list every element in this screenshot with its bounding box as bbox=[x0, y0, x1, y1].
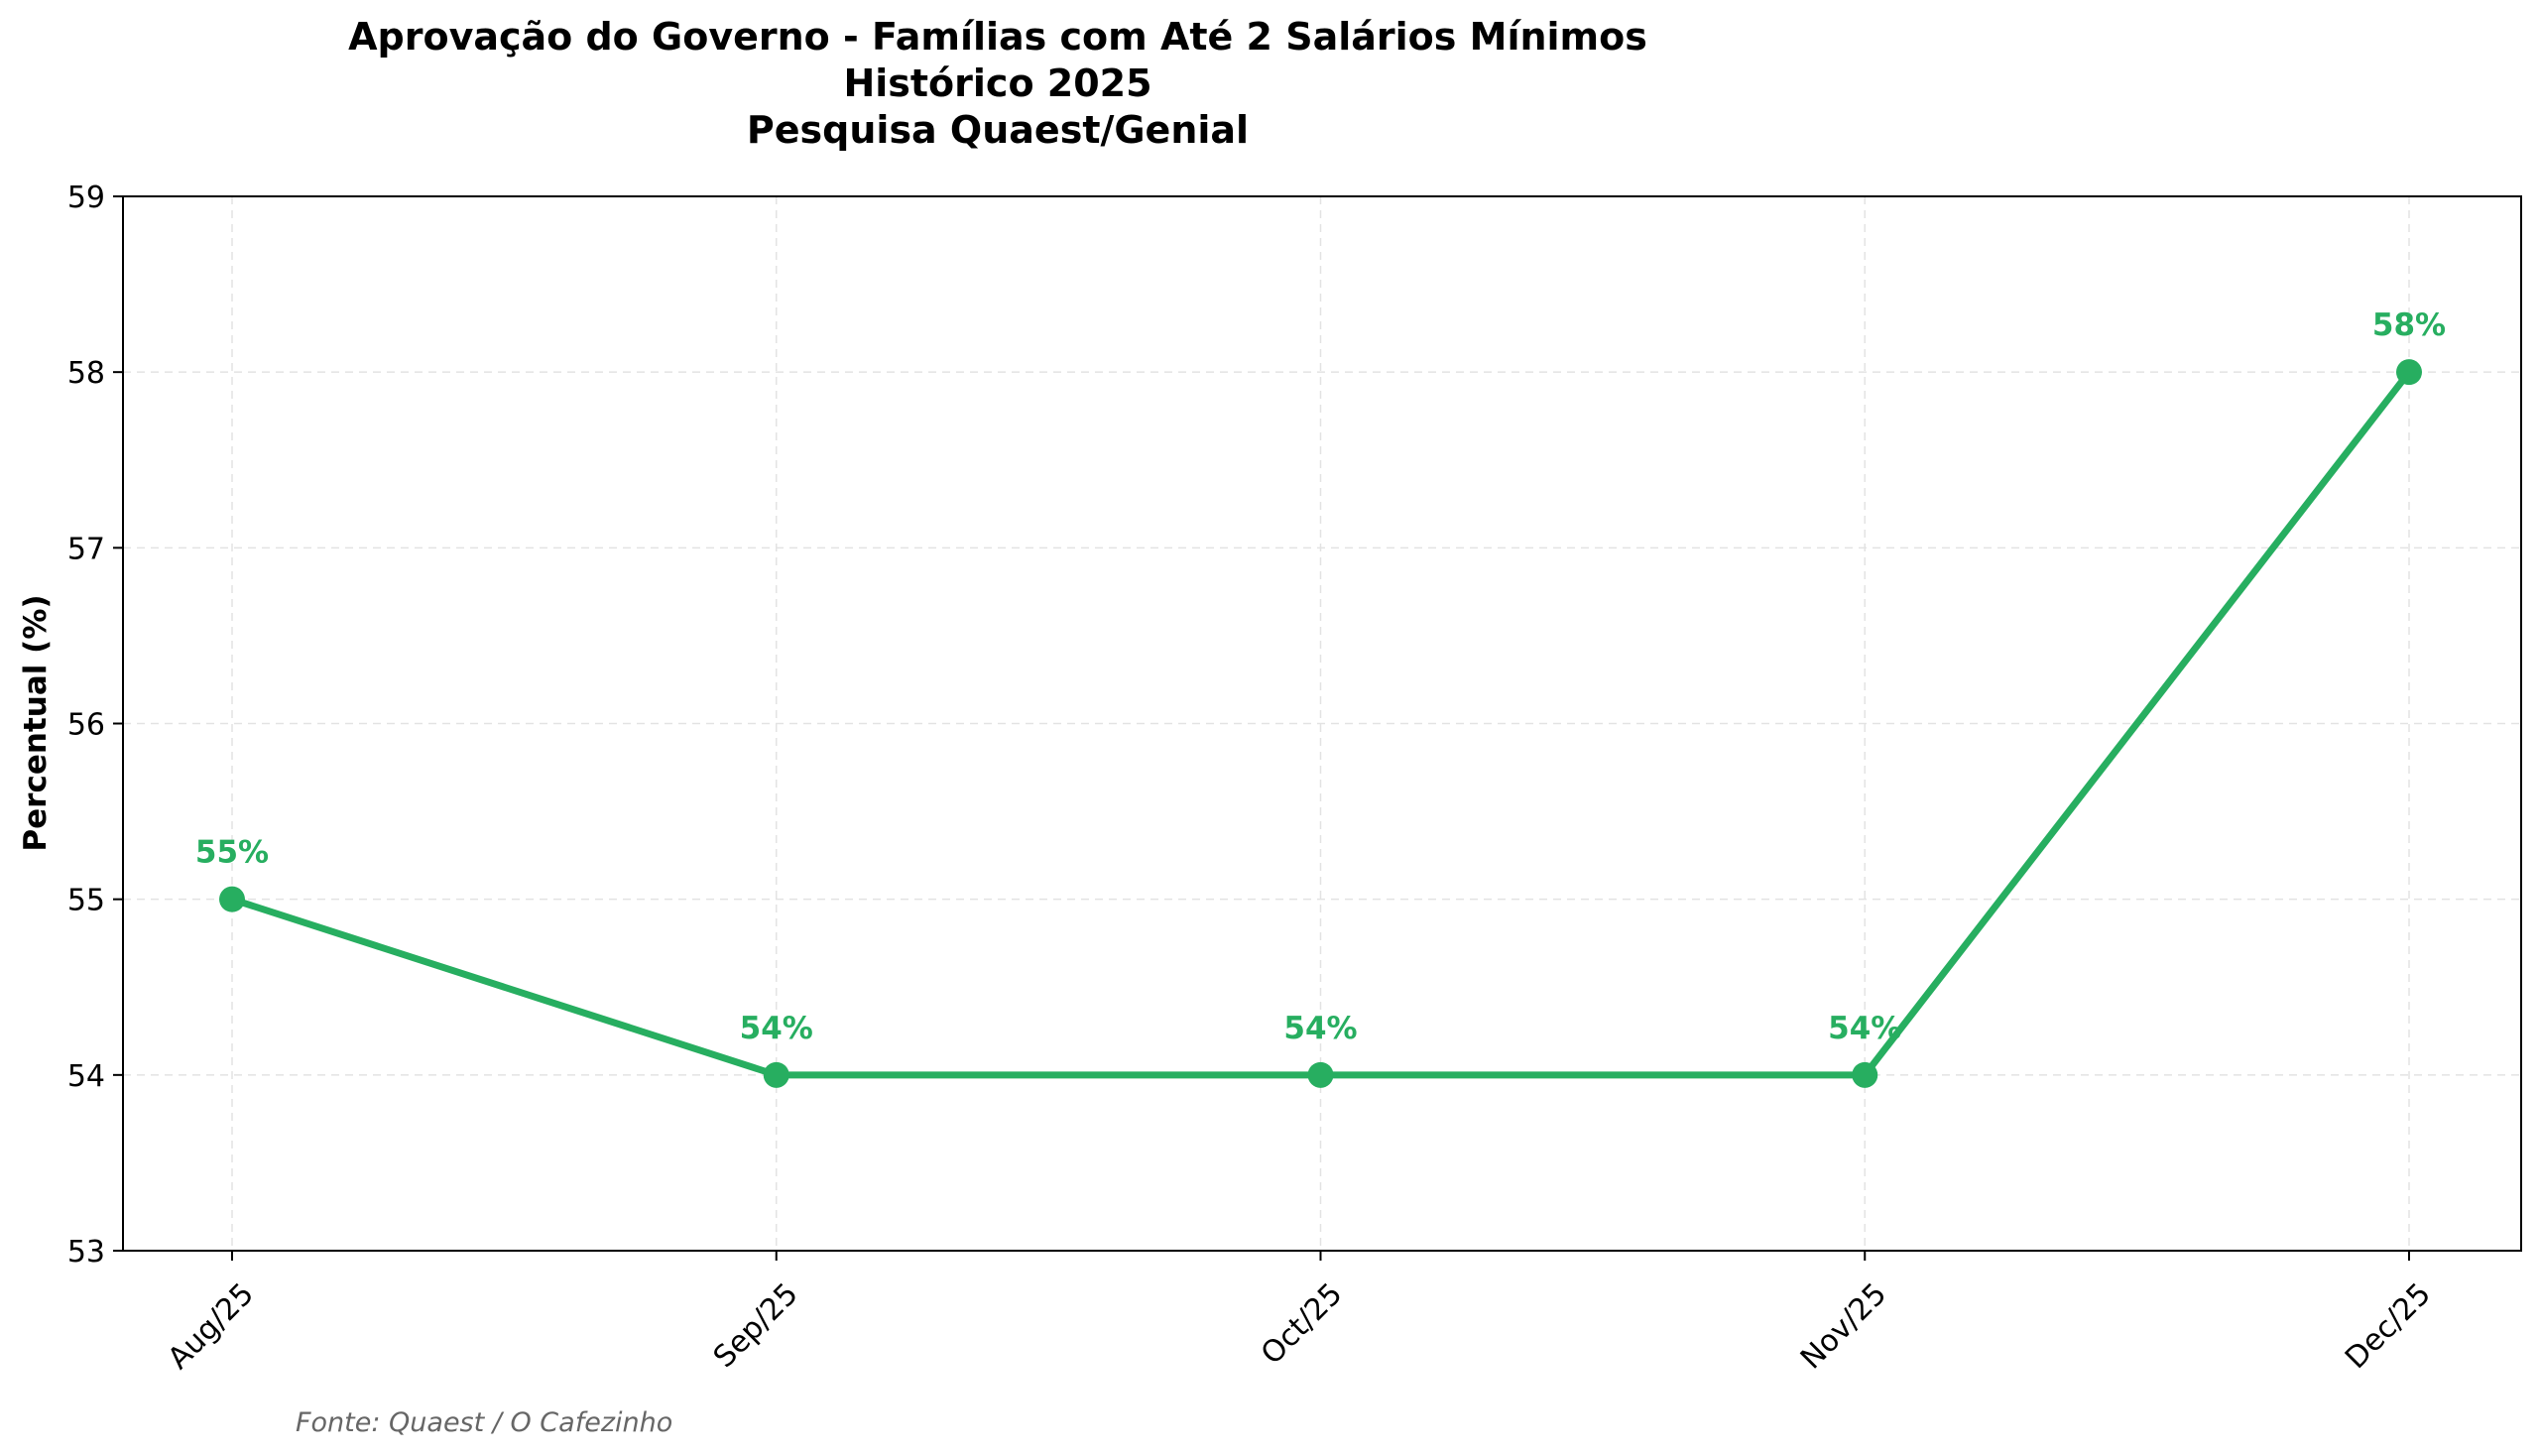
data-point-marker bbox=[1307, 1061, 1334, 1088]
y-tick-label: 53 bbox=[67, 1235, 105, 1270]
data-point-marker bbox=[763, 1061, 789, 1088]
data-point-label: 54% bbox=[1283, 1011, 1357, 1046]
chart-title-line-1: Aprovação do Governo - Famílias com Até … bbox=[348, 15, 1647, 59]
y-tick-label: 55 bbox=[67, 884, 105, 918]
data-point-marker bbox=[2396, 359, 2422, 386]
x-tick-label: Sep/25 bbox=[707, 1276, 805, 1375]
x-tick-label: Oct/25 bbox=[1255, 1276, 1350, 1372]
x-tick-label: Aug/25 bbox=[162, 1276, 261, 1376]
y-tick-label: 56 bbox=[67, 708, 105, 743]
data-point-marker bbox=[1852, 1061, 1878, 1088]
data-point-label: 58% bbox=[2372, 307, 2446, 343]
chart-title-line-2: Histórico 2025 bbox=[843, 61, 1151, 105]
source-note: Fonte: Quaest / O Cafezinho bbox=[296, 1407, 672, 1438]
data-point-marker bbox=[219, 886, 245, 912]
chart-title-line-3: Pesquisa Quaest/Genial bbox=[747, 108, 1249, 152]
data-point-label: 54% bbox=[1828, 1011, 1901, 1046]
y-tick-label: 57 bbox=[67, 532, 105, 566]
y-tick-label: 54 bbox=[67, 1059, 105, 1094]
x-tick-label: Dec/25 bbox=[2339, 1276, 2438, 1376]
y-tick-label: 58 bbox=[67, 356, 105, 391]
y-tick-label: 59 bbox=[67, 181, 105, 215]
data-point-label: 54% bbox=[740, 1011, 813, 1046]
x-tick-label: Nov/25 bbox=[1794, 1276, 1893, 1376]
data-point-label: 55% bbox=[195, 835, 269, 871]
y-axis-label: Percentual (%) bbox=[18, 594, 54, 851]
